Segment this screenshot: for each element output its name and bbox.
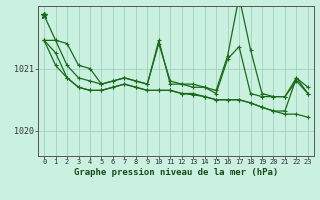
- X-axis label: Graphe pression niveau de la mer (hPa): Graphe pression niveau de la mer (hPa): [74, 168, 278, 177]
